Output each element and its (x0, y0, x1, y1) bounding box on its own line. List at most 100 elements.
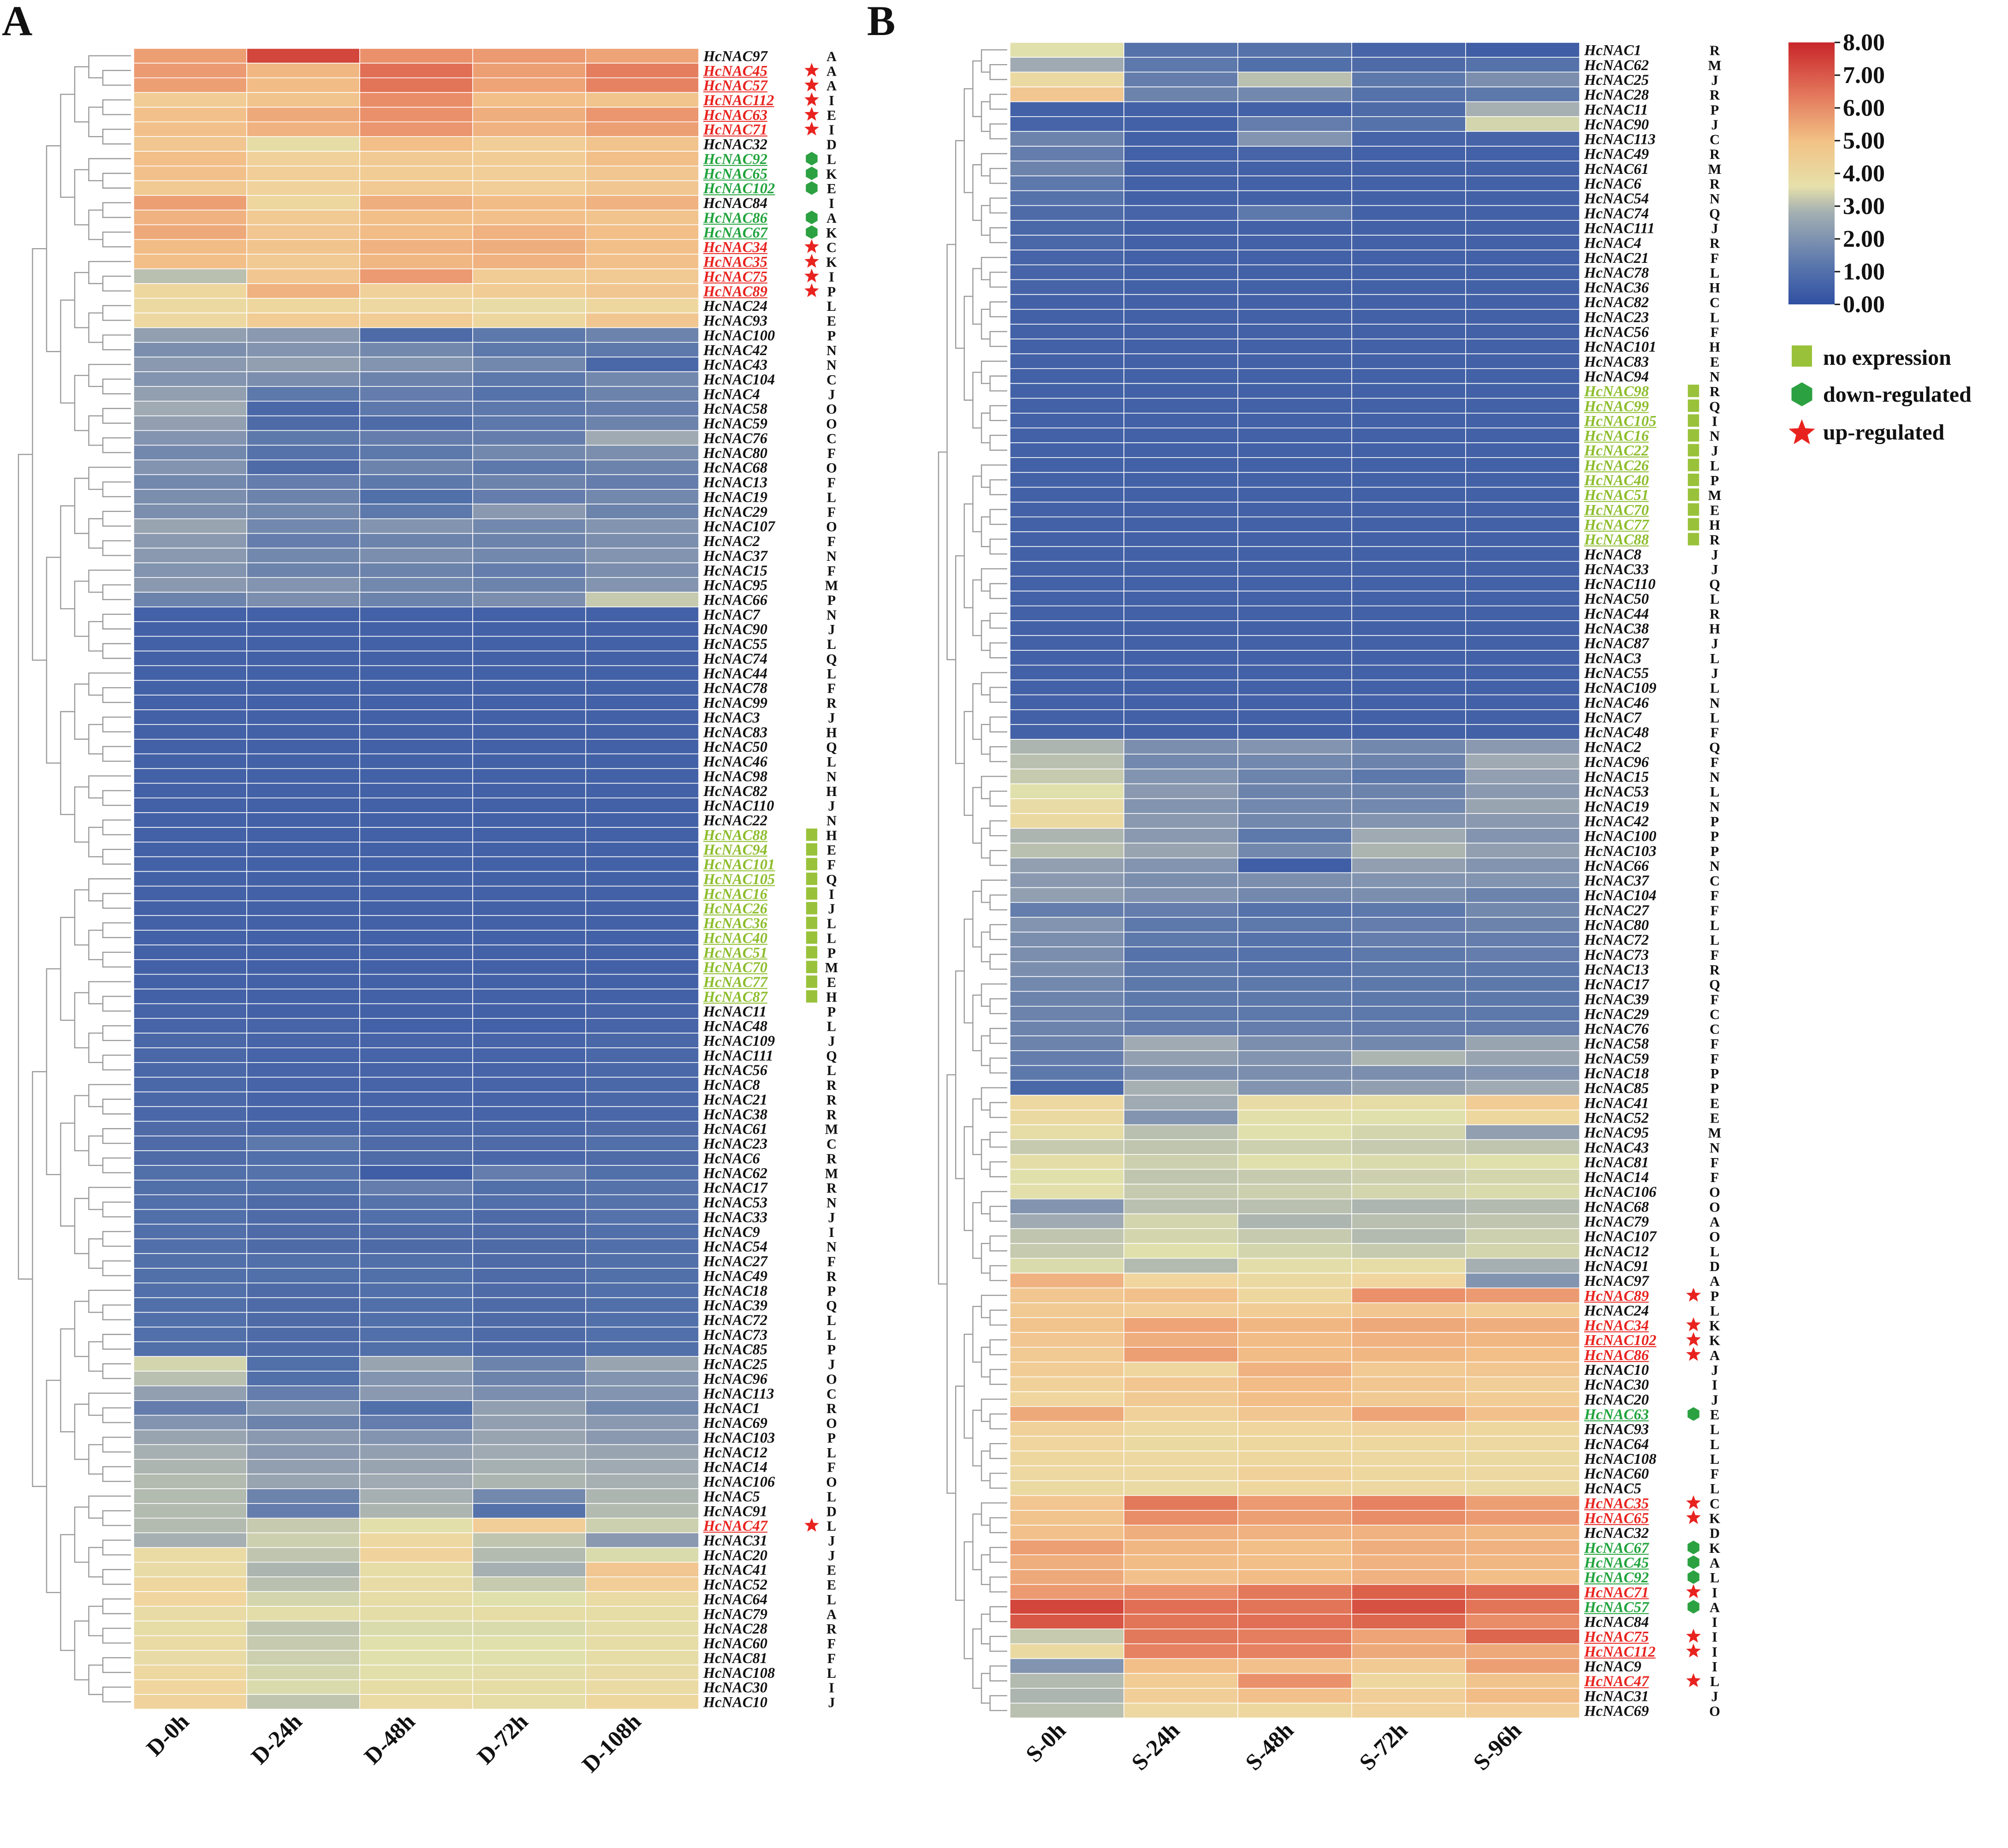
heatmap-row: HcNAC97 A (133, 48, 837, 65)
heatmap-cell (133, 1003, 247, 1019)
heatmap-row: HcNAC13 R (1010, 961, 1720, 978)
dendrogram-branch (989, 1131, 1007, 1148)
colorbar-tick-label: 2.00 (1843, 226, 1885, 252)
heatmap-row: HcNAC95 M (1010, 1124, 1721, 1141)
heatmap-cell (1465, 1688, 1580, 1704)
dendrogram-branch (963, 918, 973, 1024)
heatmap-cell (1465, 917, 1580, 933)
group-letter: L (1710, 1481, 1719, 1497)
dendrogram-branch (88, 981, 131, 1004)
heatmap-row: HcNAC88 R (1010, 531, 1720, 548)
heatmap-row: HcNAC27 F (1010, 902, 1719, 919)
group-letter: J (1711, 1392, 1718, 1408)
heatmap-cell (1237, 442, 1352, 458)
group-letter: L (1710, 1422, 1719, 1438)
gene-label: HcNAC62 (1584, 57, 1649, 74)
heatmap-row: HcNAC2 F (133, 533, 836, 550)
heatmap-row: HcNAC87 J (1010, 635, 1718, 652)
colorbar-tick-label: 7.00 (1843, 62, 1885, 89)
heatmap-row: HcNAC109 L (1010, 679, 1719, 696)
heatmap-row: HcNAC58 O (133, 400, 837, 417)
dendrogram-branch (989, 1606, 1007, 1622)
heatmap-row: HcNAC88 H (133, 827, 837, 844)
heatmap-cell (246, 1150, 360, 1166)
heatmap-cell (1123, 86, 1238, 102)
gene-label: HcNAC110 (703, 798, 774, 814)
heatmap-cell (1123, 160, 1238, 177)
heatmap-cell (246, 121, 360, 137)
group-letter: L (1710, 918, 1719, 933)
heatmap-cell (359, 166, 473, 181)
heatmap-cell (359, 1194, 473, 1210)
heatmap-cell (1465, 1436, 1580, 1452)
dendrogram-branch (102, 1510, 131, 1526)
heatmap-cell (472, 1635, 586, 1651)
gene-label: HcNAC7 (703, 606, 761, 623)
dendrogram-branch (972, 268, 982, 325)
heatmap-row: HcNAC60 F (1010, 1465, 1719, 1482)
heatmap-cell (133, 1268, 247, 1283)
heatmap-cell (1465, 754, 1580, 770)
heatmap-cell (1010, 887, 1124, 903)
heatmap-cell (585, 930, 699, 945)
heatmap-cell (359, 753, 473, 769)
heatmap-cell (472, 1018, 586, 1034)
colorbar-tick-label: 4.00 (1843, 160, 1885, 187)
gene-label: HcNAC108 (1584, 1451, 1657, 1468)
gene-label: HcNAC92 (1584, 1569, 1649, 1586)
dendrogram-branch (989, 405, 1007, 422)
heatmap-cell (133, 297, 247, 314)
dendrogram-branch (955, 555, 964, 764)
heatmap-cell (585, 1150, 699, 1166)
gene-label: HcNAC63 (703, 107, 767, 124)
gene-label: HcNAC72 (1584, 932, 1649, 949)
heatmap-row: HcNAC106 O (1010, 1183, 1720, 1200)
up-regulated-star-icon (804, 107, 819, 121)
dendrogram-branch (102, 275, 131, 292)
heatmap-cell (246, 753, 360, 769)
group-letter: N (1710, 858, 1720, 874)
dendrogram-branch (972, 60, 982, 117)
gene-label: HcNAC8 (703, 1077, 760, 1093)
gene-label: HcNAC16 (703, 886, 768, 903)
heatmap-cell (246, 768, 360, 784)
heatmap-cell (585, 430, 699, 446)
heatmap-cell (1123, 1688, 1238, 1704)
gene-label: HcNAC14 (1584, 1169, 1649, 1186)
heatmap-cell (585, 739, 699, 755)
heatmap-cell (1237, 1599, 1352, 1615)
gene-label: HcNAC51 (1584, 487, 1649, 504)
group-letter: H (826, 725, 837, 740)
heatmap-cell (1237, 605, 1352, 621)
dendrogram-branch (74, 889, 89, 946)
group-letter: K (826, 166, 837, 182)
heatmap-row: HcNAC87 H (133, 988, 837, 1005)
heatmap-cell (1123, 501, 1238, 517)
legend-label: down-regulated (1823, 382, 1972, 407)
no-expression-square-icon (1687, 473, 1699, 486)
heatmap-row: HcNAC100 P (1010, 828, 1719, 845)
down-regulated-hexagon-icon (1687, 1570, 1699, 1584)
dendrogram-branch (972, 994, 982, 1052)
group-letter: F (827, 534, 836, 549)
heatmap-cell (359, 1414, 473, 1431)
heatmap-cell (1237, 724, 1352, 740)
heatmap-cell (1351, 665, 1466, 681)
gene-label: HcNAC28 (1584, 87, 1649, 103)
dendrogram-branch (989, 642, 1007, 659)
heatmap-row: HcNAC45 A (1010, 1554, 1720, 1571)
heatmap-row: HcNAC16 N (1010, 428, 1720, 445)
heatmap-cell (133, 121, 247, 137)
heatmap-cell (1123, 1050, 1238, 1066)
dendrogram-branch (102, 408, 131, 424)
heatmap-cell (1123, 991, 1238, 1007)
heatmap-row: HcNAC49 R (133, 1268, 837, 1284)
heatmap-cell (246, 386, 360, 402)
heatmap-row: HcNAC9 I (1010, 1658, 1717, 1675)
up-regulated-star-icon (1686, 1347, 1701, 1361)
heatmap-cell (1351, 1376, 1466, 1392)
heatmap-cell (472, 1414, 586, 1431)
dendrogram-branch (980, 1450, 990, 1481)
heatmap-cell (472, 1385, 586, 1401)
gene-label: HcNAC5 (1584, 1480, 1641, 1497)
